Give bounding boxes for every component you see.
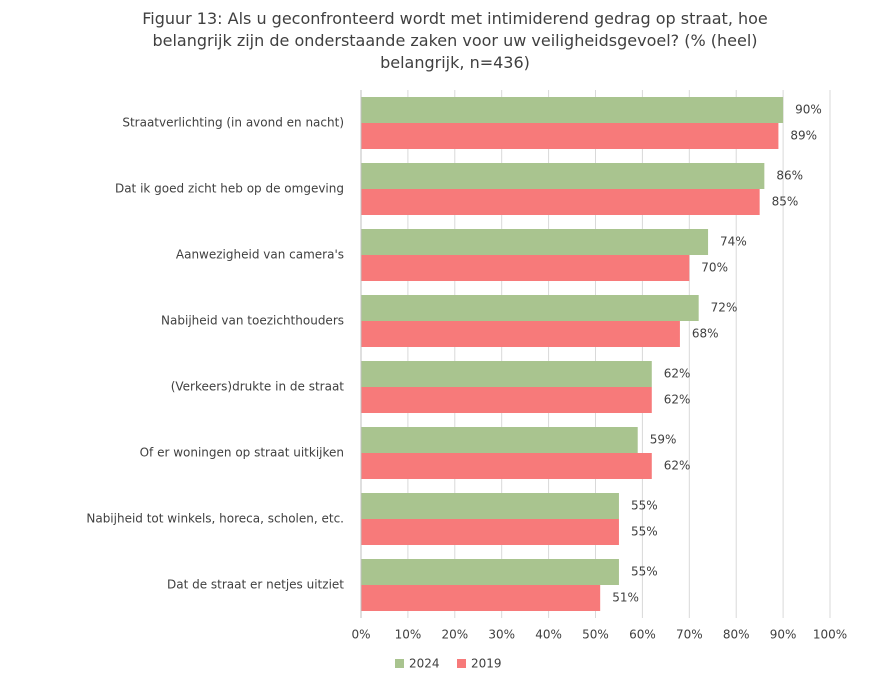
- bar: [361, 321, 680, 347]
- bar: [361, 427, 638, 453]
- bar: [361, 255, 690, 281]
- x-tick-label: 20%: [441, 628, 468, 642]
- legend-swatch: [395, 659, 404, 668]
- bar: [361, 229, 709, 255]
- value-label: 90%: [795, 103, 822, 117]
- value-label: 70%: [701, 261, 728, 275]
- value-label: 55%: [631, 565, 658, 579]
- bar: [361, 519, 619, 545]
- bar: [361, 559, 619, 585]
- x-tick-label: 90%: [770, 628, 797, 642]
- legend-label: 2024: [409, 657, 440, 671]
- value-label: 85%: [772, 195, 799, 209]
- value-label: 59%: [650, 433, 677, 447]
- bar: [361, 493, 619, 519]
- y-tick-label: Nabijheid van toezichthouders: [161, 314, 344, 328]
- value-label: 55%: [631, 525, 658, 539]
- value-label: 62%: [664, 459, 691, 473]
- y-tick-label: Dat ik goed zicht heb op de omgeving: [115, 182, 344, 196]
- bar: [361, 453, 652, 479]
- value-label: 89%: [790, 129, 817, 143]
- y-tick-label: Aanwezigheid van camera's: [176, 248, 344, 262]
- value-label: 62%: [664, 393, 691, 407]
- bar: [361, 163, 765, 189]
- x-tick-label: 70%: [676, 628, 703, 642]
- x-tick-label: 50%: [582, 628, 609, 642]
- x-tick-label: 80%: [723, 628, 750, 642]
- bar: [361, 387, 652, 413]
- y-tick-label: Of er woningen op straat uitkijken: [140, 446, 344, 460]
- x-tick-label: 60%: [629, 628, 656, 642]
- legend-swatch: [457, 659, 466, 668]
- bar: [361, 97, 784, 123]
- bar: [361, 361, 652, 387]
- value-label: 68%: [692, 327, 719, 341]
- x-tick-label: 40%: [535, 628, 562, 642]
- y-tick-label: (Verkeers)drukte in de straat: [171, 380, 345, 394]
- value-label: 62%: [664, 367, 691, 381]
- y-tick-label: Nabijheid tot winkels, horeca, scholen, …: [86, 512, 344, 526]
- x-tick-label: 10%: [395, 628, 422, 642]
- legend-label: 2019: [471, 657, 502, 671]
- bar: [361, 585, 601, 611]
- value-label: 55%: [631, 499, 658, 513]
- y-tick-label: Dat de straat er netjes uitziet: [167, 578, 344, 592]
- y-tick-label: Straatverlichting (in avond en nacht): [122, 116, 344, 130]
- x-tick-label: 100%: [813, 628, 847, 642]
- value-label: 86%: [776, 169, 803, 183]
- bar: [361, 189, 760, 215]
- value-label: 72%: [711, 301, 738, 315]
- bar: [361, 295, 699, 321]
- value-label: 74%: [720, 235, 747, 249]
- chart-title: Figuur 13: Als u geconfronteerd wordt me…: [142, 9, 768, 72]
- value-label: 51%: [612, 591, 639, 605]
- x-tick-label: 0%: [351, 628, 370, 642]
- bar: [361, 123, 779, 149]
- x-tick-label: 30%: [488, 628, 515, 642]
